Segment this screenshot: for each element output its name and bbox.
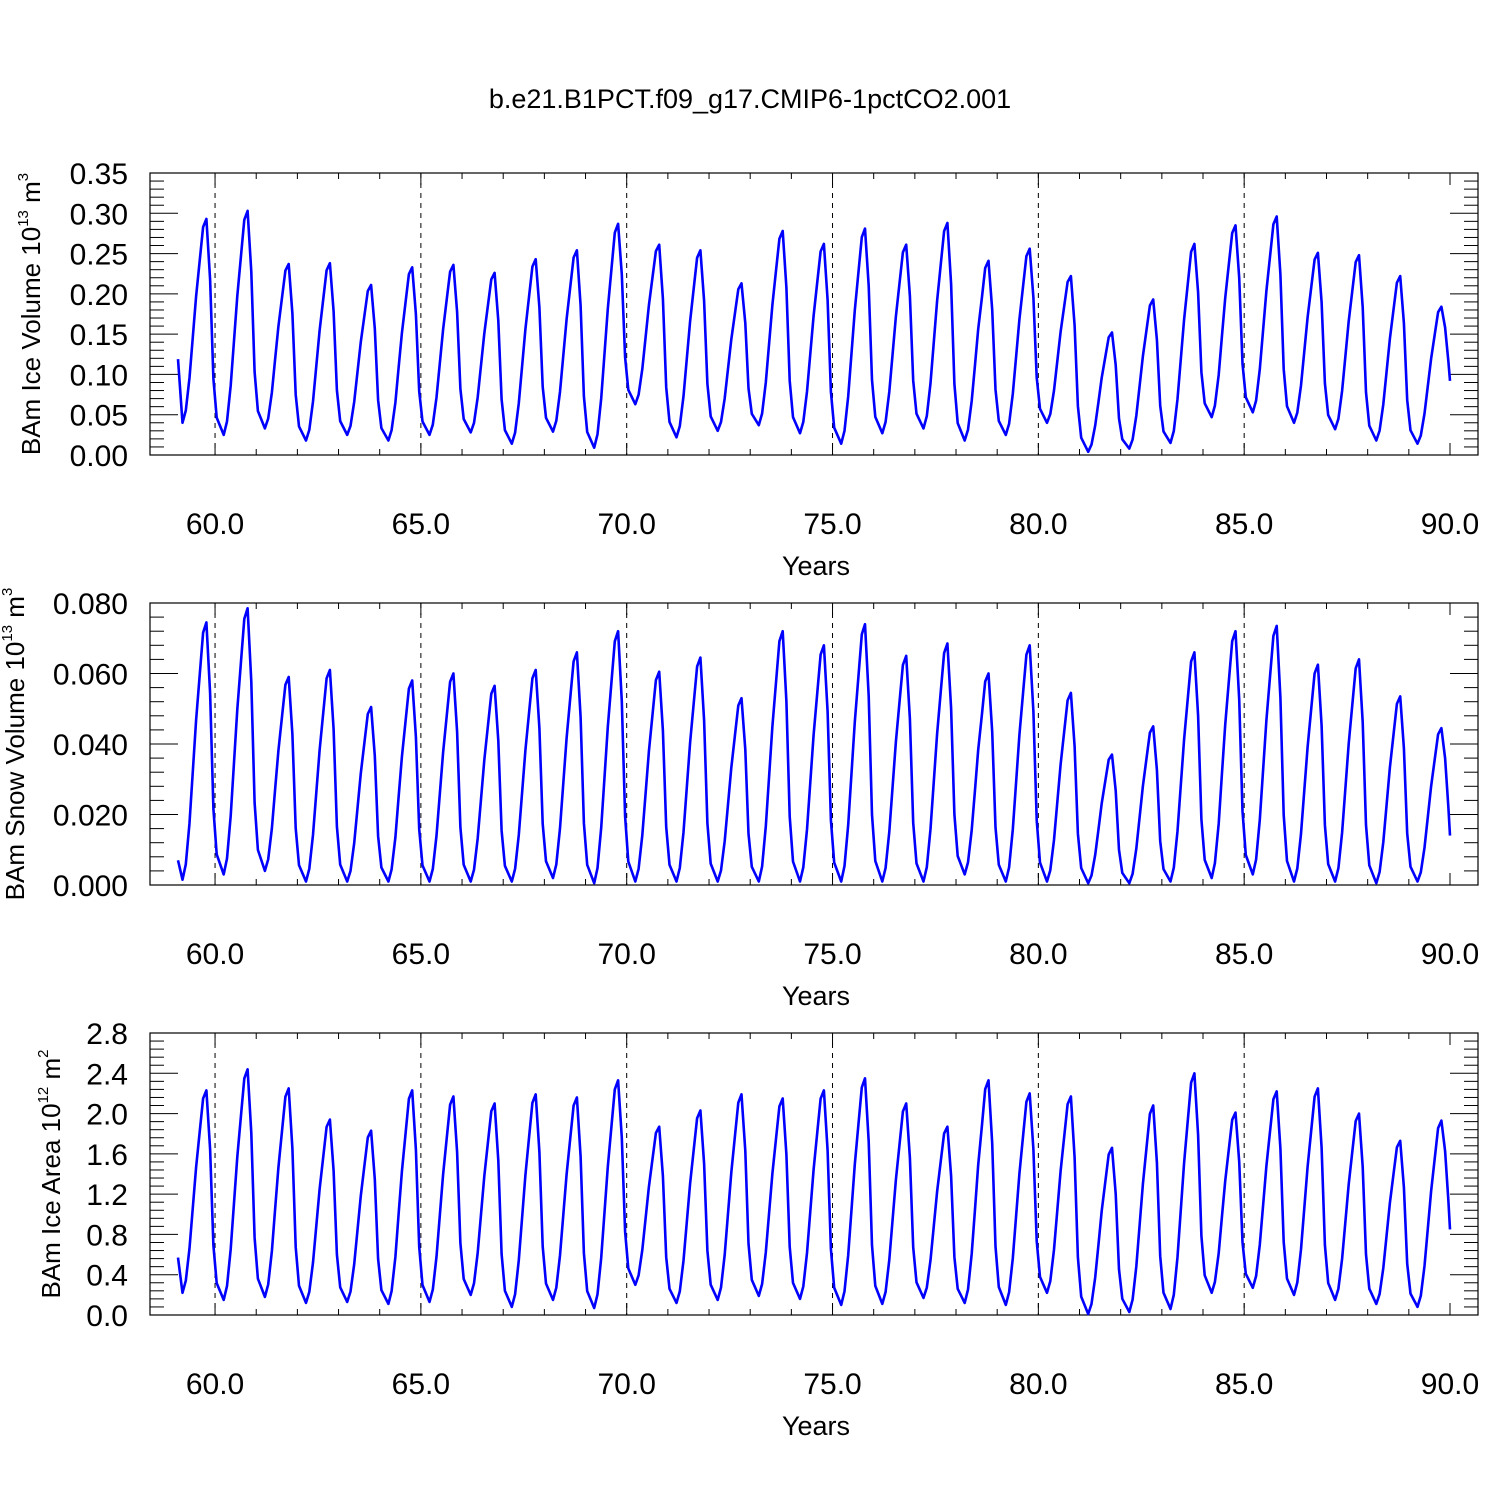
y-tick-label: 1.2	[86, 1179, 128, 1212]
ice-volume-series-line	[176, 209, 1452, 454]
x-tick-label: 75.0	[803, 938, 861, 971]
y-tick-label: 2.8	[86, 1018, 128, 1051]
x-tick-label: 80.0	[1009, 1368, 1067, 1401]
x-tick-label: 75.0	[803, 1368, 861, 1401]
ice-volume-x-axis-label: Years	[782, 551, 850, 581]
x-tick-label: 65.0	[392, 1368, 450, 1401]
y-tick-label: 0.15	[70, 319, 128, 352]
x-tick-label: 70.0	[598, 508, 656, 541]
ice-volume-y-axis-label: BAm Ice Volume 1013 m3	[15, 173, 46, 455]
x-tick-label: 60.0	[186, 938, 244, 971]
x-tick-label: 65.0	[392, 508, 450, 541]
snow-volume-panel: 60.0 65.0 70.0 75.0 80.0 85.0 90.0 0.000 0.020 0.…	[0, 588, 1479, 1011]
snow-volume-series-line	[176, 607, 1452, 885]
x-tick-label: 80.0	[1009, 508, 1067, 541]
ice-area-frame	[149, 1032, 1479, 1316]
y-tick-label: 0.25	[70, 239, 128, 272]
y-tick-label: 1.6	[86, 1139, 128, 1172]
x-tick-label: 90.0	[1421, 938, 1479, 971]
x-tick-label: 85.0	[1215, 938, 1273, 971]
x-tick-label: 60.0	[186, 508, 244, 541]
y-tick-label: 0.080	[53, 588, 128, 621]
y-tick-label: 0.05	[70, 400, 128, 433]
y-tick-label: 2.0	[86, 1099, 128, 1132]
x-tick-label: 85.0	[1215, 1368, 1273, 1401]
y-tick-label: 0.0	[86, 1300, 128, 1333]
chart-title: b.e21.B1PCT.f09_g17.CMIP6-1pctCO2.001	[489, 84, 1011, 114]
x-tick-label: 85.0	[1215, 508, 1273, 541]
y-tick-label: 0.10	[70, 359, 128, 392]
ice-volume-panel: 60.0 65.0 70.0 75.0 80.0 85.0 90.0 0.00 0.05 0.10…	[15, 158, 1479, 581]
y-tick-label: 0.060	[53, 659, 128, 692]
snow-volume-y-axis-label: BAm Snow Volume 1013 m3	[0, 588, 30, 901]
ice-area-x-axis-label: Years	[782, 1411, 850, 1441]
y-tick-label: 0.8	[86, 1219, 128, 1252]
x-tick-label: 70.0	[598, 938, 656, 971]
x-tick-label: 65.0	[392, 938, 450, 971]
y-tick-label: 0.20	[70, 279, 128, 312]
x-tick-label: 75.0	[803, 508, 861, 541]
x-tick-label: 60.0	[186, 1368, 244, 1401]
x-tick-label: 70.0	[598, 1368, 656, 1401]
y-tick-label: 0.000	[53, 870, 128, 903]
y-tick-label: 0.00	[70, 440, 128, 473]
snow-volume-x-axis-label: Years	[782, 981, 850, 1011]
x-tick-label: 90.0	[1421, 508, 1479, 541]
y-tick-label: 0.30	[70, 198, 128, 231]
x-tick-label: 80.0	[1009, 938, 1067, 971]
ice-volume-frame	[149, 172, 1479, 456]
y-tick-label: 0.35	[70, 158, 128, 191]
ice-area-panel: 60.0 65.0 70.0 75.0 80.0 85.0 90.0 0.0 0.4 0.8 1.2…	[35, 1018, 1479, 1441]
ice-area-y-axis-label: BAm Ice Area 1012 m2	[35, 1049, 66, 1298]
y-tick-label: 0.020	[53, 800, 128, 833]
y-tick-label: 2.4	[86, 1058, 128, 1091]
ice-area-series-line	[176, 1068, 1452, 1316]
y-tick-label: 0.040	[53, 729, 128, 762]
x-tick-label: 90.0	[1421, 1368, 1479, 1401]
y-tick-label: 0.4	[86, 1260, 128, 1293]
